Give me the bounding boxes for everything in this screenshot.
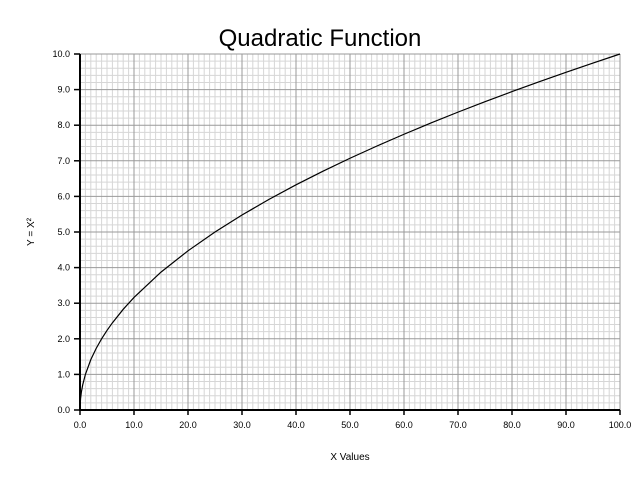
major-grid	[79, 53, 621, 411]
x-tick-label: 70.0	[449, 420, 467, 430]
x-axis-label: X Values	[330, 452, 369, 463]
x-tick-label: 0.0	[74, 420, 87, 430]
y-axis-ticks: 0.0 1.0 2.0 3.0 4.0 5.0 6.0 7.0 8.0 9.0 10.0	[52, 49, 80, 415]
y-tick-label: 3.0	[57, 298, 70, 308]
y-tick-label: 2.0	[57, 334, 70, 344]
y-tick-label: 7.0	[57, 156, 70, 166]
y-tick-label: 9.0	[57, 85, 70, 95]
y-axis-label: Y = X²	[26, 217, 37, 246]
series-line	[79, 53, 621, 411]
x-axis-ticks: 0.0 10.0 20.0 30.0 40.0 50.0 60.0 70.0 80.0 90.0 1…	[74, 410, 632, 430]
series-layer	[79, 53, 621, 411]
x-tick-label: 40.0	[287, 420, 305, 430]
y-tick-label: 5.0	[57, 227, 70, 237]
x-tick-label: 100.0	[609, 420, 632, 430]
chart-title: Quadratic Function	[219, 25, 422, 52]
y-tick-label: 10.0	[52, 49, 70, 59]
x-tick-label: 80.0	[503, 420, 521, 430]
y-tick-label: 6.0	[57, 191, 70, 201]
y-tick-label: 1.0	[57, 369, 70, 379]
y-tick-label: 8.0	[57, 120, 70, 130]
x-tick-label: 10.0	[125, 420, 143, 430]
x-tick-label: 50.0	[341, 420, 359, 430]
x-tick-label: 20.0	[179, 420, 197, 430]
x-tick-label: 60.0	[395, 420, 413, 430]
y-tick-label: 4.0	[57, 263, 70, 273]
x-tick-label: 90.0	[557, 420, 575, 430]
x-tick-label: 30.0	[233, 420, 251, 430]
y-tick-label: 0.0	[57, 405, 70, 415]
